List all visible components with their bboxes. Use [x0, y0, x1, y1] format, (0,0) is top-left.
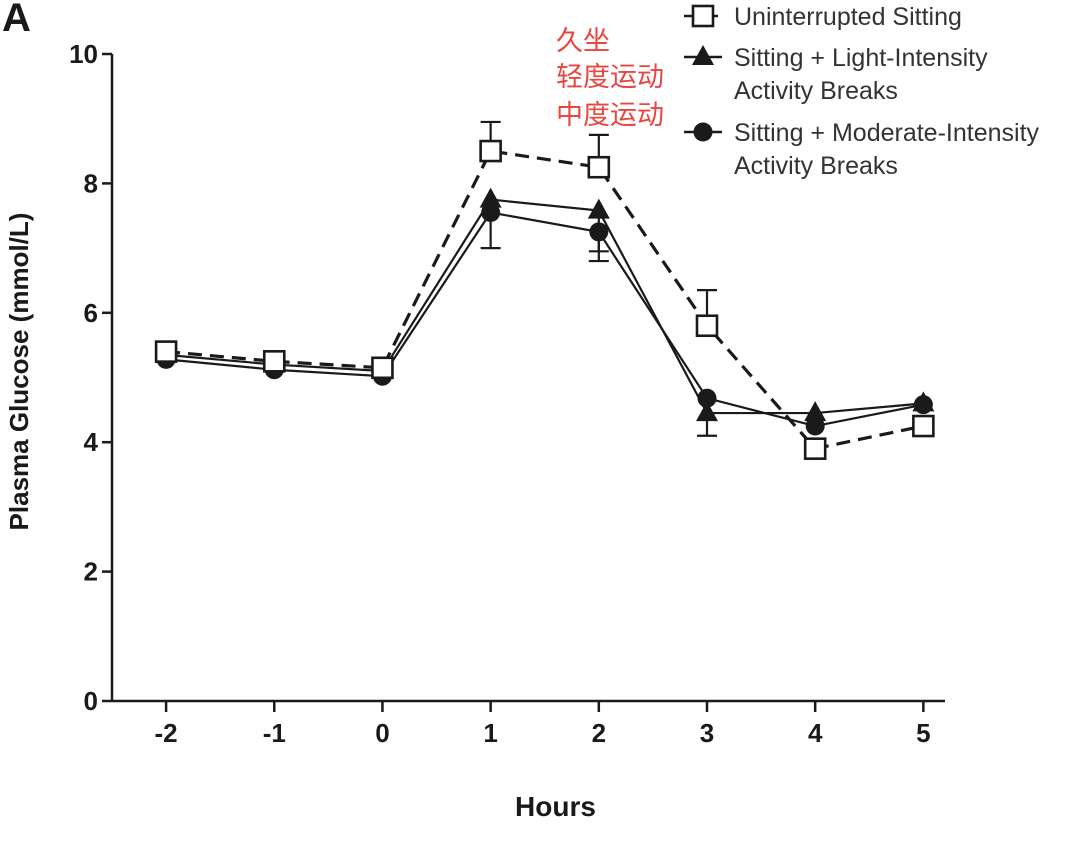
data-point-series-2: [587, 198, 610, 219]
legend: Uninterrupted Sitting Sitting + Light-Int…: [684, 3, 1040, 180]
legend-label-2: Sitting + Light-Intensity: [734, 44, 988, 72]
x-tick-label: 1: [483, 718, 497, 748]
data-point-series-1: [695, 314, 719, 338]
legend-marker-3: [693, 122, 713, 142]
data-point-series-3: [805, 416, 825, 436]
legend-label-3: Sitting + Moderate-Intensity: [734, 119, 1040, 147]
x-tick-label: 4: [808, 718, 823, 748]
x-tick-label: -1: [263, 718, 286, 748]
data-point-series-1: [587, 155, 611, 179]
data-point-series-3: [913, 395, 933, 415]
legend-marker-2: [692, 45, 714, 65]
x-tick-label: 0: [375, 718, 389, 748]
y-tick-label: 4: [84, 427, 99, 457]
series-lines: [165, 149, 924, 451]
data-point-series-2: [804, 401, 827, 422]
legend-label-2: Activity Breaks: [734, 77, 898, 105]
y-tick-label: 0: [84, 686, 98, 716]
series-line-1: [165, 149, 924, 451]
annotation-light-exercise: 轻度运动: [556, 62, 664, 93]
data-point-series-1: [479, 139, 502, 163]
data-point-series-1: [371, 356, 394, 380]
data-point-series-3: [481, 203, 501, 223]
series-line-2: [165, 198, 924, 415]
data-point-series-1: [262, 350, 286, 373]
y-tick-label: 10: [69, 39, 98, 69]
series-markers: [154, 139, 935, 460]
data-point-series-2: [479, 187, 502, 208]
legend-label-1: Uninterrupted Sitting: [734, 3, 962, 31]
x-tick-label: 5: [916, 718, 930, 748]
x-tick-label: -2: [155, 718, 178, 748]
data-point-series-3: [697, 388, 717, 408]
series-line-3: [165, 211, 924, 428]
y-axis-label: Plasma Glucose (mmol/L): [4, 213, 34, 531]
data-point-series-1: [803, 437, 827, 460]
axes: 0 2 4 6 8 10 -2 -1 0 1 2 3 4 5 Hours Plasma Glucose (mm…: [4, 39, 945, 822]
data-point-series-1: [154, 340, 178, 363]
data-point-series-2: [696, 401, 718, 422]
data-point-series-3: [589, 222, 609, 242]
annotation-moderate-exercise: 中度运动: [556, 100, 664, 131]
x-axis-label: Hours: [515, 791, 596, 822]
legend-marker-1: [691, 4, 715, 28]
data-point-series-1: [912, 414, 935, 438]
y-tick-label: 2: [84, 557, 98, 587]
x-tick-label: 2: [592, 718, 606, 748]
y-tick-label: 6: [84, 298, 98, 328]
annotation-sedentary: 久坐: [556, 26, 610, 57]
y-tick-label: 8: [84, 168, 98, 198]
legend-label-3: Activity Breaks: [734, 152, 898, 180]
panel-label: A: [2, 0, 31, 40]
x-tick-label: 3: [700, 718, 714, 748]
